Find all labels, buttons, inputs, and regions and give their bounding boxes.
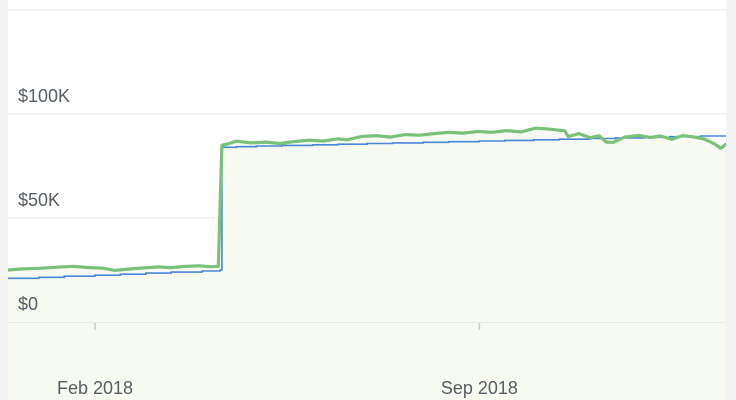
contributions-line: [8, 135, 726, 280]
chart-card: Feb 2018 Sep 2018 $0 $50K $100K: [8, 0, 726, 400]
x-axis: Feb 2018 Sep 2018: [8, 322, 726, 398]
area-layer: [8, 128, 726, 400]
y-tick-label: $100K: [18, 86, 70, 106]
y-tick-label: $50K: [18, 190, 60, 210]
market-value-area: [8, 128, 726, 400]
y-axis-labels: $0 $50K $100K: [18, 86, 70, 314]
y-tick-label: $0: [18, 294, 38, 314]
market-value-line: [8, 126, 726, 272]
x-tick-label: Feb 2018: [57, 378, 133, 398]
series-layer: [8, 126, 726, 280]
portfolio-chart: Feb 2018 Sep 2018 $0 $50K $100K: [8, 9, 726, 400]
x-tick-label: Sep 2018: [441, 378, 518, 398]
